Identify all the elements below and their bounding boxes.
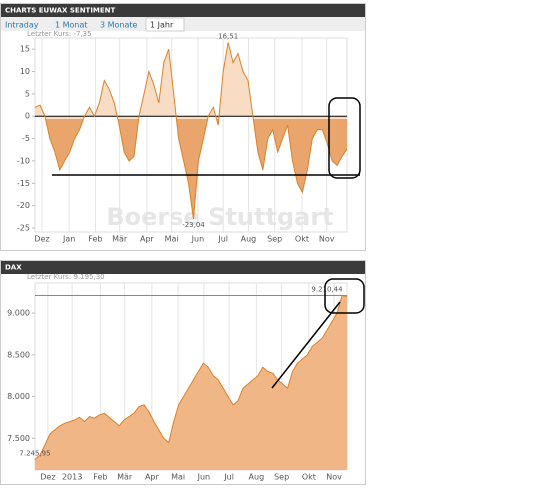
y-tick-label: -20 — [17, 201, 30, 210]
y-tick-label: -10 — [17, 156, 30, 165]
annotation: -23,04 — [182, 221, 205, 229]
y-tick-label: 7.500 — [7, 434, 30, 443]
y-tick-label: 15 — [20, 45, 30, 54]
area-fill — [45, 119, 347, 220]
x-tick-label: Dez — [40, 473, 55, 482]
panel-title: DAX — [5, 264, 22, 272]
tab[interactable]: Intraday — [5, 21, 39, 30]
y-tick-label: -5 — [22, 134, 30, 143]
x-tick-label: Jul — [217, 235, 228, 244]
annotation: 9.210,44 — [311, 285, 343, 293]
x-tick-label: Apr — [140, 235, 155, 244]
y-tick-label: -25 — [17, 223, 30, 232]
charts: CHARTS EUWAX SENTIMENT Boerse Stuttgart De… — [5, 7, 348, 482]
x-tick-label: Sep — [267, 235, 282, 244]
y-tick-label: 8.500 — [7, 350, 30, 359]
x-tick-label: Jul — [223, 473, 234, 482]
last-price: Letzter Kurs: -7,35 — [27, 30, 92, 38]
x-tick-label: Mai — [171, 473, 185, 482]
line — [34, 294, 348, 460]
x-tick-label: Jun — [197, 473, 211, 482]
y-tick-label: -15 — [17, 179, 30, 188]
x-tick-label: Mai — [165, 235, 179, 244]
x-tick-label: Feb — [93, 473, 107, 482]
x-tick-label: Okt — [295, 235, 309, 244]
y-tick-label: 10 — [20, 67, 30, 76]
x-tick-label: Okt — [302, 473, 316, 482]
panel-header — [1, 4, 365, 17]
panel-title: CHARTS EUWAX SENTIMENT — [5, 7, 116, 15]
highlight-box — [328, 97, 361, 179]
x-tick-label: Nov — [319, 235, 335, 244]
line — [34, 42, 348, 220]
x-tick-label: Dez — [34, 235, 49, 244]
x-tick-label: Aug — [241, 235, 257, 244]
y-tick-label: 8.000 — [7, 392, 30, 401]
last-price: Letzter Kurs: 9.195,30 — [27, 273, 105, 281]
y-tick-label: 9.000 — [7, 309, 30, 318]
y-tick-label: 0 — [25, 112, 30, 121]
x-tick-label: Aug — [249, 473, 265, 482]
x-tick-label: Jan — [62, 235, 75, 244]
tab-active — [145, 17, 185, 32]
x-tick-label: Mär — [112, 235, 128, 244]
watermark: Boerse Stuttgart — [106, 203, 333, 231]
tab[interactable]: 1 Monat — [55, 21, 88, 30]
y-tick-label: 5 — [25, 89, 30, 98]
annotation: 7.245,95 — [19, 449, 50, 457]
x-tick-label: Nov — [326, 473, 342, 482]
annotation: 16,51 — [218, 32, 238, 40]
panel-header — [1, 261, 365, 274]
tabs: Intraday 1 Monat 3 Monate 1 Jahr — [5, 17, 185, 32]
x-tick-label: Sep — [274, 473, 289, 482]
x-tick-label: Feb — [88, 235, 102, 244]
x-tick-label: Mär — [117, 473, 133, 482]
tab[interactable]: 3 Monate — [100, 21, 138, 30]
area-fill — [35, 295, 347, 470]
x-tick-label: Apr — [145, 473, 160, 482]
highlight-box — [324, 278, 365, 314]
highlight-line — [271, 301, 341, 389]
x-tick-label: 2013 — [62, 473, 82, 482]
x-tick-label: Jun — [191, 235, 205, 244]
tab[interactable]: 1 Jahr — [150, 21, 174, 30]
